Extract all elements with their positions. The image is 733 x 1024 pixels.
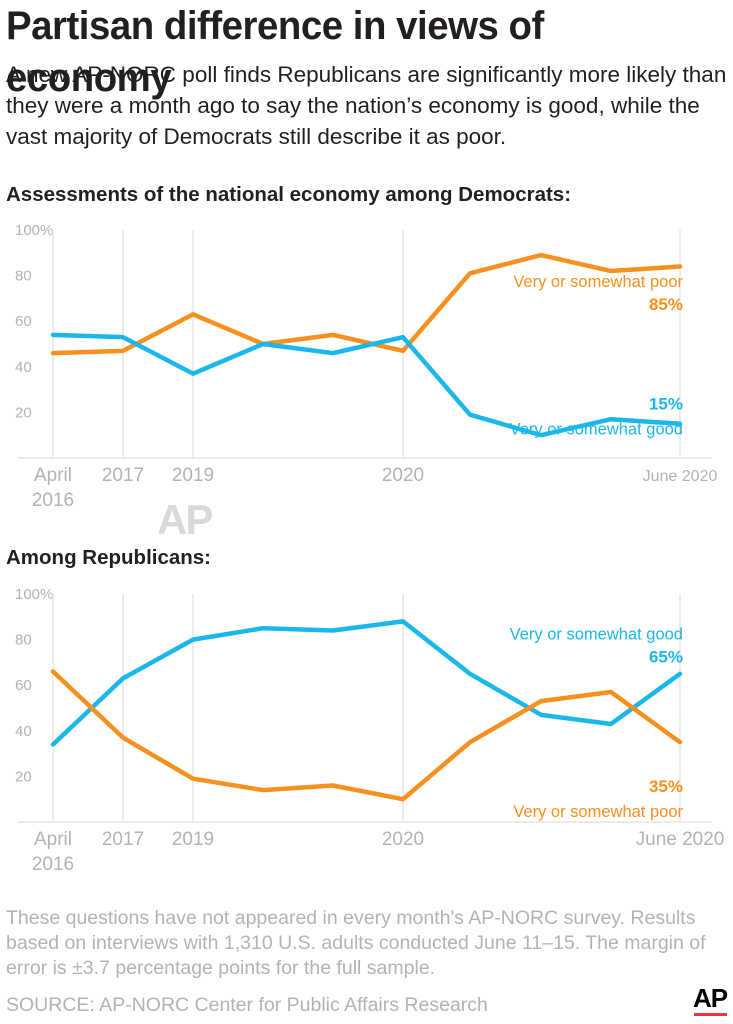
methodology-notes: These questions have not appeared in eve…	[6, 907, 706, 979]
y-tick-label: 80	[15, 632, 32, 649]
y-tick-label: 40	[15, 359, 32, 376]
y-tick-label: 20	[15, 768, 32, 785]
x-tick-label: 2019	[172, 465, 214, 486]
x-tick-label: 2020	[382, 465, 424, 486]
x-tick-label: 2017	[102, 465, 144, 486]
good-series-line	[50, 332, 683, 438]
x-tick-label: June 2020	[636, 829, 725, 850]
y-tick-label: 60	[15, 313, 32, 330]
page-title: Partisan difference in views of economy	[6, 4, 544, 100]
x-tick-label: June 2020	[643, 468, 718, 485]
x-tick-label: 2017	[102, 829, 144, 850]
good-series-line	[50, 619, 683, 747]
democrats-chart-title: Assessments of the national economy amon…	[6, 183, 572, 206]
good-end-value: 65%	[649, 648, 683, 667]
y-tick-label: 60	[15, 677, 32, 694]
democrats-line-chart: 100% 80 60 40 20 April 2016 2017 2019 2020 June 20…	[15, 222, 718, 511]
x-tick-label: April	[34, 829, 72, 850]
y-tick-label: 100%	[15, 222, 53, 239]
x-tick-label: 2020	[382, 829, 424, 850]
republicans-line-chart: 100% 80 60 40 20 April 2016 2017 2019 2020 June 20…	[15, 586, 725, 875]
x-tick-label: April	[34, 465, 72, 486]
ap-logo-underline	[694, 1013, 727, 1016]
good-end-value: 15%	[649, 395, 683, 414]
y-tick-label: 80	[15, 268, 32, 285]
x-tick-sublabel: 2016	[32, 854, 74, 875]
poor-end-value: 85%	[649, 295, 683, 314]
good-series-label: Very or somewhat good	[510, 626, 683, 644]
y-tick-label: 40	[15, 723, 32, 740]
y-tick-label: 100%	[15, 586, 53, 603]
poor-series-line	[50, 252, 683, 356]
republicans-chart-title: Among Republicans:	[6, 546, 212, 569]
poor-series-line	[50, 669, 683, 802]
y-tick-label: 20	[15, 404, 32, 421]
ap-watermark: AP	[157, 496, 213, 543]
x-tick-sublabel: 2016	[32, 490, 74, 511]
poor-series-label: Very or somewhat poor	[513, 273, 683, 291]
poor-series-label: Very or somewhat poor	[513, 803, 683, 821]
subtitle: A new AP-NORC poll finds Republicans are…	[6, 62, 727, 149]
x-tick-label: 2019	[172, 829, 214, 850]
source-credit: SOURCE: AP-NORC Center for Public Affair…	[6, 994, 488, 1016]
good-series-label: Very or somewhat good	[510, 421, 683, 439]
poor-end-value: 35%	[649, 777, 683, 796]
ap-logo: AP	[693, 983, 728, 1013]
